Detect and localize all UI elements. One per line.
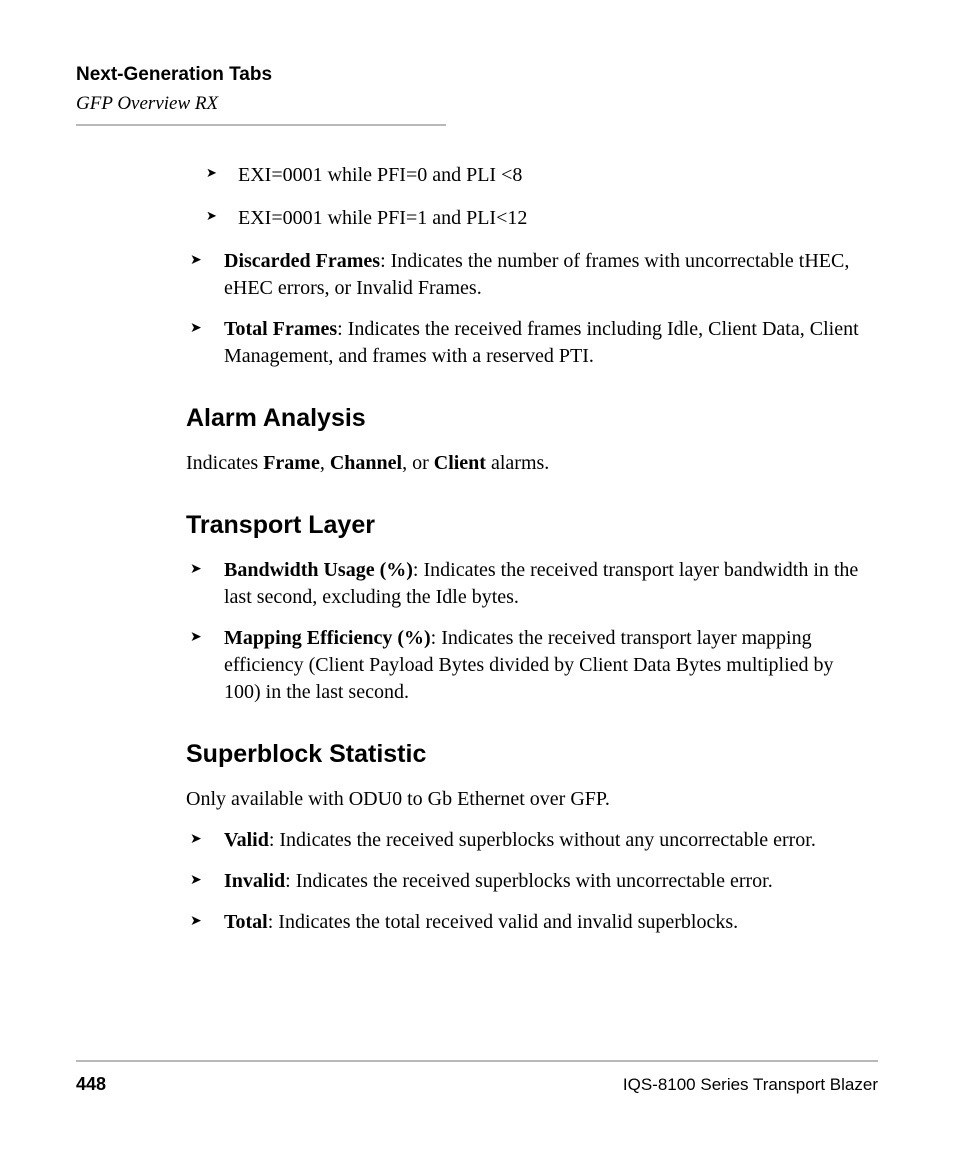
superblock-bullet-list: Valid: Indicates the received superblock… [186, 827, 874, 936]
footer-row: 448 IQS-8100 Series Transport Blazer [76, 1072, 878, 1097]
intro-bullet-list: Discarded Frames: Indicates the number o… [186, 248, 874, 370]
intro-sub-list: EXI=0001 while PFI=0 and PLI <8 EXI=0001… [186, 162, 874, 232]
page: Next-Generation Tabs GFP Overview RX EXI… [0, 0, 954, 1159]
section-heading-superblock: Superblock Statistic [186, 738, 874, 772]
content-area: EXI=0001 while PFI=0 and PLI <8 EXI=0001… [76, 162, 878, 935]
footer-rule [76, 1060, 878, 1062]
text: alarms. [486, 452, 549, 474]
section-heading-alarm: Alarm Analysis [186, 402, 874, 436]
page-footer: 448 IQS-8100 Series Transport Blazer [76, 1060, 878, 1097]
list-item: Invalid: Indicates the received superblo… [214, 868, 874, 895]
header-rule [76, 124, 446, 126]
list-item: Mapping Efficiency (%): Indicates the re… [214, 625, 874, 706]
list-item: EXI=0001 while PFI=1 and PLI<12 [228, 205, 874, 232]
text-bold: Client [434, 452, 486, 474]
header-title: Next-Generation Tabs [76, 62, 878, 88]
page-header: Next-Generation Tabs GFP Overview RX [76, 62, 878, 126]
page-number: 448 [76, 1072, 106, 1096]
alarm-description: Indicates Frame, Channel, or Client alar… [186, 450, 874, 477]
text: , [320, 452, 330, 474]
product-name: IQS-8100 Series Transport Blazer [623, 1074, 878, 1097]
definition: : Indicates the received superblocks wit… [269, 829, 816, 851]
list-item: Valid: Indicates the received superblock… [214, 827, 874, 854]
list-item: EXI=0001 while PFI=0 and PLI <8 [228, 162, 874, 189]
text: Indicates [186, 452, 263, 474]
text-bold: Channel [330, 452, 402, 474]
definition: : Indicates the received superblocks wit… [285, 870, 773, 892]
term: Valid [224, 829, 269, 851]
term: Mapping Efficiency (%) [224, 627, 431, 649]
list-item: Total: Indicates the total received vali… [214, 909, 874, 936]
definition: : Indicates the total received valid and… [268, 911, 738, 933]
superblock-description: Only available with ODU0 to Gb Ethernet … [186, 786, 874, 813]
list-item-text: EXI=0001 while PFI=0 and PLI <8 [238, 164, 522, 186]
list-item-text: EXI=0001 while PFI=1 and PLI<12 [238, 207, 527, 229]
transport-bullet-list: Bandwidth Usage (%): Indicates the recei… [186, 557, 874, 706]
term: Bandwidth Usage (%) [224, 559, 413, 581]
list-item: Discarded Frames: Indicates the number o… [214, 248, 874, 302]
term: Total Frames [224, 318, 337, 340]
text: , or [402, 452, 434, 474]
list-item: Total Frames: Indicates the received fra… [214, 316, 874, 370]
term: Total [224, 911, 268, 933]
list-item: Bandwidth Usage (%): Indicates the recei… [214, 557, 874, 611]
term: Invalid [224, 870, 285, 892]
header-subtitle: GFP Overview RX [76, 91, 878, 117]
section-heading-transport: Transport Layer [186, 509, 874, 543]
text-bold: Frame [263, 452, 320, 474]
term: Discarded Frames [224, 250, 380, 272]
